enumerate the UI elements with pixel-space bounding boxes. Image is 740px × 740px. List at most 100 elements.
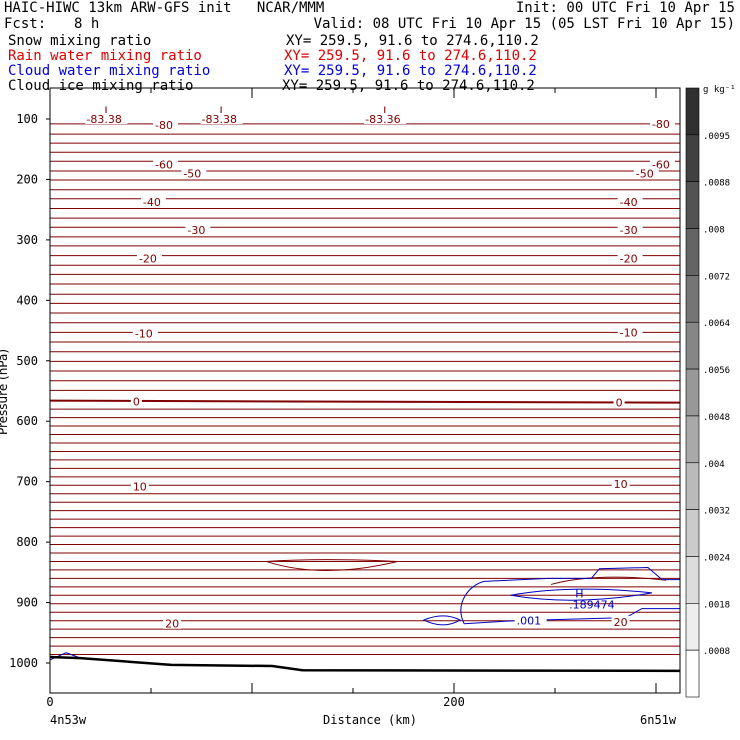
contour-label-bg	[617, 195, 643, 207]
temperature-contour-label: -40	[620, 196, 638, 209]
temperature-contour-label: -80	[652, 118, 670, 131]
contour-label-bg	[613, 396, 625, 408]
temperature-contour	[49, 399, 681, 404]
low-marker: L	[220, 105, 227, 118]
low-value-bg	[364, 113, 407, 124]
contour-label-bg	[617, 224, 643, 236]
colorbar-label: .0095	[703, 132, 730, 142]
colorbar-label: .0072	[703, 272, 730, 282]
cloud-water-inner-contour	[510, 588, 653, 601]
low-value-bg	[200, 113, 243, 124]
field-name-cloud-water: Cloud water mixing ratio	[8, 63, 211, 79]
colorbar-unit: g kg⁻¹	[703, 85, 736, 95]
temperature-contour-label: -60	[155, 158, 173, 171]
temperature-contour-label: 10	[133, 481, 147, 494]
colorbar-label: .0008	[703, 647, 730, 657]
colorbar-segment	[685, 603, 700, 651]
contour-label-bg	[649, 158, 675, 170]
cloud-water-max-marker: H	[575, 587, 583, 600]
colorbar-segment	[685, 462, 700, 510]
contour-label-bg	[617, 326, 643, 338]
cloud-water-max-value: .189474	[569, 598, 615, 611]
contour-label-bg	[130, 395, 142, 407]
contour-label-bg	[181, 167, 207, 179]
forecast-hour: 8 h	[74, 16, 100, 32]
temperature-contour-label: -50	[636, 167, 654, 180]
field-name-cloud-ice: Cloud ice mixing ratio	[8, 78, 194, 94]
temperature-partial-contour	[550, 576, 667, 585]
temperature-closed-contour	[265, 559, 398, 572]
contour-label-bg	[130, 480, 149, 492]
low-value-bg	[85, 113, 128, 124]
temperature-contour-label: -50	[183, 167, 201, 180]
contour-label-bg	[140, 195, 166, 207]
y-tick-label: 200	[16, 172, 38, 186]
colorbar-label: .0064	[703, 319, 730, 329]
colorbar-segment	[685, 649, 700, 698]
temperature-contour-label: 0	[133, 395, 140, 408]
cloud-water-small-contour	[422, 615, 462, 626]
plot-frame	[49, 87, 681, 694]
terrain-line	[49, 655, 681, 673]
contour-label-bg	[153, 158, 179, 170]
y-tick-label: 300	[16, 233, 38, 247]
low-value: -83.36	[365, 113, 400, 126]
y-tick-label: 100	[16, 112, 38, 126]
temperature-contour-label: 0	[616, 396, 623, 409]
colorbar-label: .0032	[703, 507, 730, 517]
y-tick-label: 800	[16, 535, 38, 549]
y-axis-label: Pressure (hPa)	[0, 348, 11, 436]
y-tick-label: 500	[16, 354, 38, 368]
contour-label-bg	[611, 478, 630, 490]
colorbar-segment	[685, 415, 700, 464]
x-end-label: 6n51w	[640, 713, 677, 727]
field-xy-cloud-ice: XY= 259.5, 91.6 to 274.6,110.2	[282, 78, 535, 94]
chart-title: HAIC-HIWC 13km ARW-GFS init NCAR/MMM	[4, 0, 325, 16]
contour-label-bg	[633, 167, 659, 179]
valid-time: Valid: 08 UTC Fri 10 Apr 15 (05 LST Fri …	[313, 16, 735, 32]
colorbar-segment	[685, 275, 700, 323]
field-name-rain: Rain water mixing ratio	[8, 48, 202, 64]
colorbar-label: .0048	[703, 413, 730, 423]
colorbar-label: .0024	[703, 553, 730, 563]
field-xy-rain: XY= 259.5, 91.6 to 274.6,110.2	[284, 48, 537, 64]
colorbar-segment	[685, 228, 700, 276]
colorbar-label: .008	[703, 226, 725, 236]
contour-label-bg	[649, 117, 675, 129]
field-xy-snow: XY= 259.5, 91.6 to 274.6,110.2	[286, 33, 539, 49]
y-tick-label: 1000	[9, 656, 38, 670]
contour-label-bg	[163, 617, 182, 629]
temperature-contour-label: 20	[165, 618, 179, 631]
x-tick-label: 0	[46, 695, 53, 709]
x-tick-label: 200	[443, 695, 465, 709]
colorbar-label: .0056	[703, 366, 730, 376]
x-axis-label: Distance (km)	[323, 713, 417, 727]
contour-label-bg	[617, 252, 643, 264]
colorbar-segment	[685, 509, 700, 557]
contour-label-bg	[136, 252, 162, 264]
temperature-contour-label: -80	[155, 119, 173, 132]
cloud-water-contour-label: .001	[517, 615, 542, 628]
colorbar-label: .0018	[703, 600, 730, 610]
temperature-contour-label: 10	[614, 478, 628, 491]
low-marker: L	[383, 105, 390, 118]
y-tick-label: 600	[16, 414, 38, 428]
low-marker: L	[104, 105, 111, 118]
forecast-label: Fcst:	[4, 16, 47, 32]
contour-label-bg	[185, 224, 211, 236]
colorbar-segment	[685, 556, 700, 604]
low-value: -83.38	[86, 113, 121, 126]
y-tick-label: 900	[16, 596, 38, 610]
temperature-contour-label: -10	[135, 328, 153, 341]
temperature-contour-label: -20	[620, 253, 638, 266]
colorbar-segment	[685, 134, 700, 182]
colorbar-label: .004	[703, 460, 725, 470]
temperature-contour-label: -30	[187, 224, 205, 237]
y-tick-label: 700	[16, 475, 38, 489]
temperature-contour-label: 20	[614, 616, 628, 629]
colorbar-label: .0088	[703, 179, 730, 189]
colorbar-segment	[685, 87, 700, 136]
colorbar-segment	[685, 368, 700, 417]
y-tick-label: 400	[16, 293, 38, 307]
